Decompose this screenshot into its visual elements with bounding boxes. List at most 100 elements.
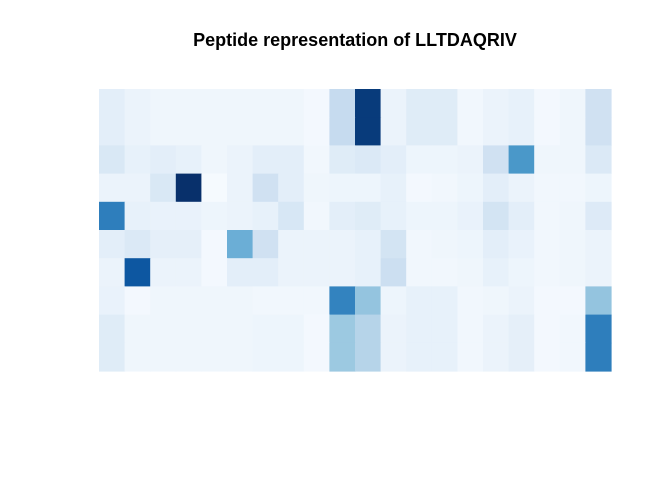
heatmap-cell <box>252 342 279 372</box>
heatmap-cell <box>431 230 458 259</box>
heatmap-cell <box>252 89 279 118</box>
heatmap-cell <box>457 286 484 316</box>
heatmap-cell <box>252 201 279 231</box>
heatmap-cell <box>175 258 202 287</box>
heatmap-cell <box>431 89 458 118</box>
heatmap-cell <box>252 230 279 259</box>
heatmap-cell <box>252 117 279 146</box>
heatmap-cell <box>278 173 305 203</box>
heatmap-cell <box>559 258 586 287</box>
heatmap-cell <box>201 342 228 372</box>
heatmap-cell <box>150 145 177 175</box>
heatmap-cell <box>227 286 254 316</box>
heatmap-cell <box>329 173 356 203</box>
heatmap-cell <box>559 286 586 316</box>
heatmap-cell <box>508 342 535 372</box>
heatmap-cell <box>201 314 228 344</box>
heatmap-cell <box>150 117 177 146</box>
heatmap-cell <box>99 145 126 175</box>
heatmap-cell <box>457 201 484 231</box>
heatmap-cell <box>483 286 510 316</box>
heatmap-cell <box>585 314 612 344</box>
heatmap-cell <box>559 342 586 372</box>
heatmap-cell <box>99 314 126 344</box>
heatmap-cell <box>201 173 228 203</box>
heatmap-cell <box>303 145 330 175</box>
heatmap-cell <box>175 342 202 372</box>
heatmap-cell <box>559 117 586 146</box>
heatmap-cell <box>175 89 202 118</box>
heatmap-cell <box>585 342 612 372</box>
heatmap-cell <box>303 286 330 316</box>
heatmap-cell <box>406 89 433 118</box>
heatmap-cell <box>508 117 535 146</box>
heatmap-cell <box>150 173 177 203</box>
heatmap-cell <box>99 342 126 372</box>
heatmap-cell <box>457 342 484 372</box>
heatmap-cell <box>355 314 382 344</box>
heatmap-cell <box>585 117 612 146</box>
heatmap-cell <box>534 89 561 118</box>
heatmap-cell <box>355 117 382 146</box>
heatmap-cell <box>380 258 407 287</box>
heatmap-cell <box>124 201 151 231</box>
heatmap-cell <box>150 286 177 316</box>
heatmap-cell <box>508 314 535 344</box>
heatmap-cell <box>278 258 305 287</box>
heatmap-cell <box>175 117 202 146</box>
heatmap-cell <box>278 89 305 118</box>
heatmap-cell <box>227 314 254 344</box>
heatmap-cell <box>380 314 407 344</box>
heatmap-cell <box>457 145 484 175</box>
heatmap-cell <box>278 314 305 344</box>
heatmap-cell <box>406 173 433 203</box>
heatmap-cell <box>559 145 586 175</box>
heatmap-cell <box>303 117 330 146</box>
heatmap-cell <box>585 145 612 175</box>
heatmap-cell <box>431 286 458 316</box>
heatmap-cell <box>227 230 254 259</box>
heatmap-cell <box>99 286 126 316</box>
heatmap-cell <box>406 342 433 372</box>
heatmap-cell <box>483 342 510 372</box>
heatmap-cell <box>406 314 433 344</box>
heatmap-cell <box>278 342 305 372</box>
heatmap-cell <box>124 314 151 344</box>
heatmap-cell <box>508 230 535 259</box>
heatmap-cell <box>329 230 356 259</box>
heatmap-cell <box>355 145 382 175</box>
heatmap-cell <box>457 89 484 118</box>
heatmap-cell <box>457 230 484 259</box>
heatmap-cell <box>252 286 279 316</box>
heatmap-cell <box>227 117 254 146</box>
heatmap-cell <box>303 258 330 287</box>
heatmap-cell <box>534 314 561 344</box>
heatmap-cell <box>559 314 586 344</box>
heatmap-cell <box>534 286 561 316</box>
heatmap-cell <box>227 145 254 175</box>
heatmap-cell <box>585 286 612 316</box>
heatmap-cell <box>585 258 612 287</box>
heatmap-cell <box>508 145 535 175</box>
heatmap-cell <box>175 201 202 231</box>
heatmap-cell <box>227 258 254 287</box>
heatmap-cell <box>303 230 330 259</box>
heatmap-cell <box>150 258 177 287</box>
heatmap-cell <box>278 145 305 175</box>
heatmap-cell <box>278 286 305 316</box>
heatmap-cell <box>355 89 382 118</box>
heatmap-cell <box>303 314 330 344</box>
heatmap-cell <box>380 286 407 316</box>
heatmap-cell <box>252 314 279 344</box>
heatmap-cell <box>457 258 484 287</box>
heatmap-cell <box>355 258 382 287</box>
heatmap-cell <box>227 201 254 231</box>
heatmap-cell <box>227 173 254 203</box>
heatmap-cell <box>227 342 254 372</box>
heatmap-cell <box>534 258 561 287</box>
heatmap-cell <box>380 342 407 372</box>
heatmap-cell <box>201 89 228 118</box>
heatmap-cell <box>585 230 612 259</box>
heatmap-cell <box>508 258 535 287</box>
